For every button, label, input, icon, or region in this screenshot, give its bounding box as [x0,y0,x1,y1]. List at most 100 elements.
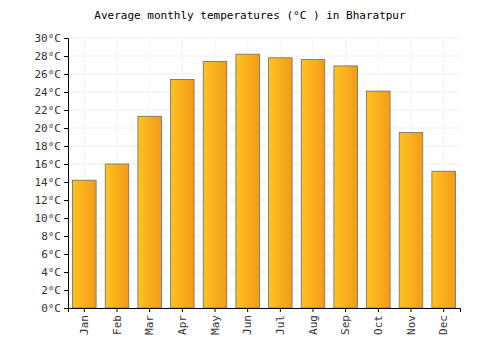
y-tick: 12°C [35,194,69,207]
y-tick-mark [64,128,68,129]
y-tick-label: 10°C [35,212,62,225]
y-axis: 0°C 2°C 4°C 6°C 8°C 10°C 12°C 14°C 16°C 18°C 20°C 2… [35,32,69,315]
grid-line [68,38,460,39]
y-tick-label: 20°C [35,122,62,135]
x-tick-label: Mar [143,315,156,335]
x-tick-mark [345,308,346,312]
y-tick-mark [64,272,68,273]
y-tick-label: 4°C [41,266,61,279]
y-tick-mark [64,146,68,147]
x-tick-mark [117,308,118,312]
bar [236,54,260,308]
bars [73,54,456,308]
y-tick: 8°C [41,230,68,243]
bar [138,116,162,308]
y-tick: 18°C [35,140,69,153]
y-tick-mark [64,254,68,255]
x-tick: Sep [339,308,352,335]
y-tick-label: 2°C [41,284,61,297]
x-tick-mark [182,308,183,312]
x-tick-label: Apr [176,315,189,335]
x-axis-line [69,309,461,313]
x-tick: Nov [405,308,418,335]
y-tick-mark [64,290,68,291]
bar [367,91,391,308]
x-tick-mark [378,308,379,312]
x-tick-label: May [209,315,222,335]
x-tick-label: Jun [241,315,254,335]
x-tick-mark [313,308,314,312]
y-tick: 30°C [35,32,69,45]
y-tick: 4°C [41,266,68,279]
y-tick-label: 24°C [35,86,62,99]
y-tick-mark [64,218,68,219]
x-tick: Jul [274,308,287,335]
x-tick: Jan [78,308,91,335]
y-tick-label: 6°C [41,248,61,261]
x-tick-label: Feb [111,315,124,335]
x-tick-label: Sep [339,315,352,335]
bar [301,60,325,308]
x-tick: Aug [307,308,320,335]
y-tick-mark [64,182,68,183]
x-tick-mark [247,308,248,312]
bar [105,164,129,308]
y-tick: 28°C [35,50,69,63]
bar [432,171,456,308]
y-tick-label: 28°C [35,50,62,63]
bar [334,66,358,308]
y-axis-line [64,39,69,309]
y-tick-label: 30°C [35,32,62,45]
grid-line [68,110,460,111]
x-tick-label: Aug [307,315,320,335]
bar [399,133,423,309]
y-tick-mark [64,74,68,75]
grid-line [68,92,460,93]
bar [73,180,97,308]
x-tick-label: Jul [274,315,287,335]
bar [269,58,293,308]
grid [68,38,460,308]
y-tick: 22°C [35,104,69,117]
x-tick: Feb [111,308,124,335]
x-tick-mark [443,308,444,312]
y-tick: 10°C [35,212,69,225]
title: Average monthly temperatures (°C ) in Bh… [94,9,406,22]
x-tick-mark [84,308,85,312]
y-tick: 0°C [41,302,68,315]
y-tick-label: 0°C [41,302,61,315]
chart: 0°C 2°C 4°C 6°C 8°C 10°C 12°C 14°C 16°C 18°C 20°C 2… [0,0,500,350]
x-tick-label: Dec [437,315,450,335]
x-tick-mark [215,308,216,312]
y-tick: 2°C [41,284,68,297]
x-tick: Mar [143,308,156,335]
x-tick-mark [149,308,150,312]
bar [203,61,227,308]
y-tick: 16°C [35,158,69,171]
y-tick-label: 16°C [35,158,62,171]
y-tick-mark [64,200,68,201]
bar [171,79,195,308]
x-tick-label: Oct [372,315,385,335]
y-tick-mark [64,110,68,111]
x-tick: Oct [372,308,385,335]
y-tick-mark [64,92,68,93]
y-tick-mark [64,236,68,237]
x-tick-mark [411,308,412,312]
x-tick-label: Jan [78,315,91,335]
y-tick-mark [64,56,68,57]
x-tick: Apr [176,308,189,335]
y-tick-label: 8°C [41,230,61,243]
y-tick-label: 18°C [35,140,62,153]
y-tick-label: 12°C [35,194,62,207]
x-tick: Dec [437,308,450,335]
y-tick: 24°C [35,86,69,99]
y-tick: 26°C [35,68,69,81]
x-tick: May [209,308,222,335]
x-axis: Jan Feb Mar Apr May Jun Jul Aug Sep Oct Nov Dec [69,308,461,335]
y-tick: 6°C [41,248,68,261]
y-tick-label: 26°C [35,68,62,81]
y-tick-mark [64,38,68,39]
y-tick: 14°C [35,176,69,189]
y-tick-mark [64,308,68,309]
